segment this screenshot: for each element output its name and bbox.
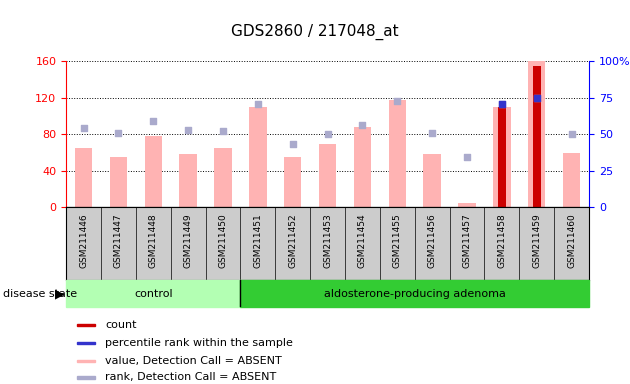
Point bbox=[323, 131, 333, 137]
Text: disease state: disease state bbox=[3, 289, 77, 299]
Text: aldosterone-producing adenoma: aldosterone-producing adenoma bbox=[324, 289, 506, 299]
Text: GSM211459: GSM211459 bbox=[532, 213, 541, 268]
Point bbox=[288, 141, 298, 147]
Text: percentile rank within the sample: percentile rank within the sample bbox=[105, 338, 293, 348]
Text: GSM211455: GSM211455 bbox=[393, 213, 402, 268]
Text: GDS2860 / 217048_at: GDS2860 / 217048_at bbox=[231, 24, 399, 40]
Point bbox=[427, 129, 437, 136]
Text: GSM211450: GSM211450 bbox=[219, 213, 227, 268]
Point bbox=[218, 127, 228, 134]
Bar bbox=[533, 66, 541, 207]
Text: GSM211454: GSM211454 bbox=[358, 213, 367, 268]
Text: GSM211449: GSM211449 bbox=[184, 213, 193, 268]
Point bbox=[497, 101, 507, 108]
Bar bbox=[77, 324, 95, 326]
Bar bbox=[77, 359, 95, 362]
Text: ▶: ▶ bbox=[55, 287, 65, 300]
Text: GSM211460: GSM211460 bbox=[567, 213, 576, 268]
Text: count: count bbox=[105, 320, 137, 330]
Bar bbox=[563, 152, 580, 207]
Bar bbox=[528, 61, 546, 207]
Text: GSM211448: GSM211448 bbox=[149, 213, 158, 268]
Bar bbox=[389, 100, 406, 207]
Bar bbox=[284, 157, 302, 207]
Bar bbox=[498, 107, 506, 207]
Bar bbox=[249, 107, 266, 207]
Text: control: control bbox=[134, 289, 173, 299]
Bar bbox=[423, 154, 441, 207]
Point bbox=[183, 127, 193, 133]
Bar bbox=[493, 107, 511, 207]
Point bbox=[79, 125, 89, 131]
Point bbox=[497, 101, 507, 108]
Text: GSM211453: GSM211453 bbox=[323, 213, 332, 268]
Bar bbox=[180, 154, 197, 207]
Bar bbox=[214, 148, 232, 207]
Bar bbox=[354, 127, 371, 207]
Bar bbox=[75, 148, 92, 207]
Text: value, Detection Call = ABSENT: value, Detection Call = ABSENT bbox=[105, 356, 282, 366]
Point bbox=[532, 95, 542, 101]
Point bbox=[566, 131, 576, 137]
Text: rank, Detection Call = ABSENT: rank, Detection Call = ABSENT bbox=[105, 372, 277, 382]
Bar bbox=[66, 280, 241, 307]
Bar bbox=[319, 144, 336, 207]
Text: GSM211451: GSM211451 bbox=[253, 213, 262, 268]
Point bbox=[253, 101, 263, 108]
Bar bbox=[241, 280, 589, 307]
Text: GSM211456: GSM211456 bbox=[428, 213, 437, 268]
Bar bbox=[110, 157, 127, 207]
Text: GSM211458: GSM211458 bbox=[498, 213, 507, 268]
Point bbox=[148, 118, 158, 124]
Point bbox=[392, 98, 403, 104]
Point bbox=[462, 154, 472, 160]
Bar bbox=[77, 376, 95, 379]
Text: GSM211452: GSM211452 bbox=[289, 213, 297, 268]
Text: GSM211457: GSM211457 bbox=[462, 213, 471, 268]
Point bbox=[113, 129, 123, 136]
Bar bbox=[77, 341, 95, 344]
Bar bbox=[145, 136, 162, 207]
Point bbox=[532, 95, 542, 101]
Text: GSM211447: GSM211447 bbox=[114, 213, 123, 268]
Text: GSM211446: GSM211446 bbox=[79, 213, 88, 268]
Bar bbox=[459, 203, 476, 207]
Point bbox=[357, 122, 367, 128]
